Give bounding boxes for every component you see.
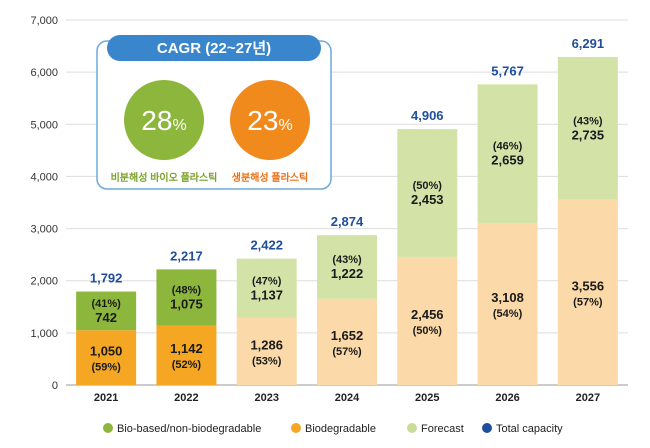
bar-bio-based xyxy=(477,84,538,223)
total-capacity-label: 4,906 xyxy=(411,108,444,123)
legend-marker xyxy=(291,423,301,433)
cagr-label: 비분해성 바이오 플라스틱 xyxy=(111,171,218,184)
total-capacity-label: 6,291 xyxy=(572,36,605,51)
y-axis: 0 1,000 2,000 3,000 4,000 5,000 6,000 7,000 xyxy=(30,15,58,392)
bio-based-percent-label: (43%) xyxy=(332,254,362,266)
cagr-value: 28% xyxy=(141,105,186,136)
biodegradable-value-label: 1,050 xyxy=(90,344,123,359)
x-tick-label: 2024 xyxy=(335,392,360,404)
x-tick-label: 2023 xyxy=(254,392,278,404)
y-tick-label: 6,000 xyxy=(30,67,58,79)
cagr-circle xyxy=(230,80,310,160)
bio-based-percent-label: (48%) xyxy=(172,284,202,296)
biodegradable-value-label: 3,556 xyxy=(572,278,605,293)
bio-based-value-label: 1,137 xyxy=(250,287,283,302)
bar-biodegradable xyxy=(76,330,137,385)
legend-marker xyxy=(103,423,113,433)
x-tick-label: 2021 xyxy=(94,392,118,404)
cagr-unit: % xyxy=(278,117,292,134)
cagr-unit: % xyxy=(172,117,186,134)
biodegradable-value-label: 2,456 xyxy=(411,307,444,322)
total-capacity-label: 2,217 xyxy=(170,248,203,263)
legend-label: Biodegradable xyxy=(305,423,376,435)
bar-biodegradable xyxy=(236,317,297,385)
x-axis: 2021 2022 2023 2024 2025 2026 2027 xyxy=(94,392,600,404)
total-capacity-label: 2,422 xyxy=(250,238,283,253)
total-capacity-label: 5,767 xyxy=(491,63,524,78)
bar-bio-based xyxy=(156,269,217,326)
bio-based-value-label: 742 xyxy=(95,310,117,325)
bar-bio-based xyxy=(236,258,297,318)
bar-biodegradable xyxy=(477,222,538,385)
y-tick-label: 5,000 xyxy=(30,119,58,131)
biodegradable-value-label: 3,108 xyxy=(491,290,524,305)
bio-based-percent-label: (43%) xyxy=(573,115,603,127)
biodegradable-percent-label: (57%) xyxy=(332,346,362,358)
bar-biodegradable xyxy=(156,325,217,385)
y-tick-label: 1,000 xyxy=(30,328,58,340)
cagr-number: 28 xyxy=(141,105,172,136)
biodegradable-value-label: 1,286 xyxy=(250,337,283,352)
legend-marker xyxy=(482,423,492,433)
y-tick-label: 3,000 xyxy=(30,224,58,236)
x-tick-label: 2026 xyxy=(495,392,519,404)
cagr-number: 23 xyxy=(247,105,278,136)
biodegradable-percent-label: (50%) xyxy=(413,325,443,337)
legend-marker xyxy=(407,423,417,433)
bio-based-percent-label: (50%) xyxy=(413,180,443,192)
bar-bio-based xyxy=(557,56,618,200)
legend: Bio-based/non-biodegradable Biodegradable… xyxy=(103,423,563,435)
cagr-title: CAGR (22~27년) xyxy=(157,40,271,57)
cagr-value: 23% xyxy=(247,105,292,136)
bio-based-value-label: 1,075 xyxy=(170,296,203,311)
cagr-title-pill xyxy=(107,35,321,61)
biodegradable-value-label: 1,652 xyxy=(331,328,364,343)
biodegradable-percent-label: (52%) xyxy=(172,359,202,371)
bar-bio-based xyxy=(317,235,377,299)
x-tick-label: 2027 xyxy=(576,392,600,404)
y-tick-label: 2,000 xyxy=(30,276,58,288)
cagr-panel: CAGR (22~27년) 28% 비분해성 바이오 플라스틱 23% 생분해성 플라스… xyxy=(96,35,332,190)
total-capacity-label: 2,874 xyxy=(331,214,364,229)
bar-bio-based xyxy=(76,291,137,331)
bio-based-value-label: 2,659 xyxy=(491,153,524,168)
bio-based-value-label: 1,222 xyxy=(331,266,364,281)
bio-based-percent-label: (47%) xyxy=(252,275,282,287)
bio-based-percent-label: (46%) xyxy=(493,141,523,153)
legend-label: Total capacity xyxy=(496,423,563,435)
bar-bio-based xyxy=(397,129,458,257)
y-tick-label: 0 xyxy=(52,380,58,392)
bar-biodegradable xyxy=(557,199,618,385)
bar-biodegradable xyxy=(317,298,377,385)
bio-based-value-label: 2,453 xyxy=(411,192,444,207)
biodegradable-percent-label: (53%) xyxy=(252,355,282,367)
x-tick-label: 2025 xyxy=(415,392,439,404)
biodegradable-percent-label: (59%) xyxy=(91,362,121,374)
biodegradable-value-label: 1,142 xyxy=(170,341,203,356)
y-tick-label: 4,000 xyxy=(30,171,58,183)
x-tick-label: 2022 xyxy=(174,392,198,404)
bio-based-percent-label: (41%) xyxy=(91,298,121,310)
total-capacity-label: 1,792 xyxy=(90,271,123,286)
legend-label: Forecast xyxy=(421,423,464,435)
biodegradable-percent-label: (57%) xyxy=(573,296,603,308)
bio-based-value-label: 2,735 xyxy=(572,127,605,142)
y-tick-label: 7,000 xyxy=(30,15,58,27)
bars: 1,050 (59%) (41%)742 1,142 (52%) (48%)1,075 1,… xyxy=(76,56,618,385)
total-labels: 1,792 2,217 2,422 2,874 4,906 5,767 6,291 xyxy=(90,36,604,286)
biodegradable-percent-label: (54%) xyxy=(493,308,523,320)
cagr-label: 생분해성 플라스틱 xyxy=(232,171,308,184)
legend-label: Bio-based/non-biodegradable xyxy=(117,423,261,435)
bar-biodegradable xyxy=(397,256,458,385)
cagr-circle xyxy=(124,80,204,160)
